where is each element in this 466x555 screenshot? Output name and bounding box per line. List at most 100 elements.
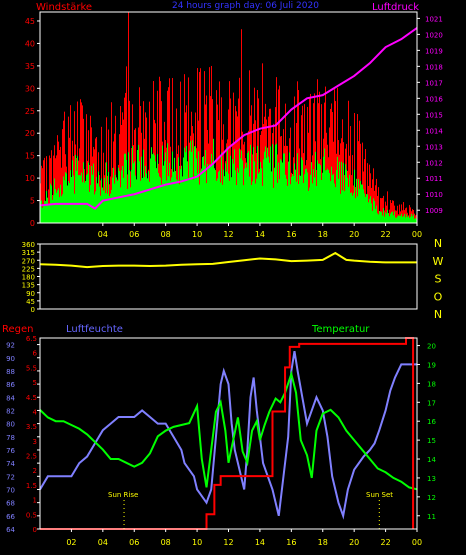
gust-bar bbox=[372, 179, 373, 223]
wind-avg-bar bbox=[93, 163, 94, 223]
wind-avg-bar bbox=[338, 178, 339, 223]
wind-avg-bar bbox=[254, 161, 255, 223]
wind-avg-bar bbox=[267, 147, 268, 223]
wind-avg-bar bbox=[148, 171, 149, 223]
time-tick-label: 22 bbox=[380, 538, 390, 547]
gust-bar bbox=[149, 101, 150, 223]
wind-avg-bar bbox=[366, 194, 367, 223]
wind-avg-bar bbox=[49, 204, 50, 223]
wind-avg-bar bbox=[173, 171, 174, 223]
wind-avg-bar bbox=[275, 144, 276, 223]
gust-bar bbox=[206, 95, 207, 223]
gust-bar bbox=[308, 132, 309, 223]
wind-avg-bar bbox=[402, 216, 403, 223]
gust-bar bbox=[273, 123, 274, 223]
wind-avg-bar bbox=[41, 200, 42, 223]
wind-avg-bar bbox=[359, 188, 360, 223]
gust-bar bbox=[348, 100, 349, 223]
wind-avg-bar bbox=[112, 177, 113, 223]
wind-avg-bar bbox=[138, 144, 139, 223]
wind-avg-bar bbox=[379, 211, 380, 223]
wind-avg-bar bbox=[241, 150, 242, 223]
gust-bar bbox=[382, 197, 383, 223]
gust-bar bbox=[357, 114, 358, 223]
wind-avg-bar bbox=[309, 187, 310, 223]
wind-avg-bar bbox=[209, 164, 210, 223]
wind-avg-bar bbox=[56, 192, 57, 223]
gust-bar bbox=[397, 205, 398, 223]
temperature-tick-label: 16 bbox=[427, 418, 436, 426]
wind-avg-bar bbox=[160, 177, 161, 223]
gust-bar bbox=[251, 105, 252, 223]
wind-tick-label: 15 bbox=[25, 152, 35, 161]
wind-avg-bar bbox=[284, 153, 285, 223]
wind-avg-bar bbox=[295, 169, 296, 223]
gust-bar bbox=[168, 87, 169, 223]
gust-bar bbox=[337, 87, 338, 224]
pressure-tick-label: 1016 bbox=[425, 95, 443, 103]
wind-avg-bar bbox=[100, 195, 101, 223]
wind-avg-bar bbox=[362, 184, 363, 223]
wind-avg-bar bbox=[383, 208, 384, 223]
humidity-tick-label: 86 bbox=[6, 381, 15, 389]
wind-avg-bar bbox=[215, 170, 216, 223]
direction-line bbox=[39, 251, 417, 269]
wind-tick-label: 40 bbox=[25, 39, 35, 48]
wind-avg-bar bbox=[245, 163, 246, 223]
wind-avg-bar bbox=[186, 145, 187, 223]
wind-avg-bar bbox=[252, 181, 253, 223]
wind-avg-bar bbox=[171, 177, 172, 223]
compass-letter: N bbox=[434, 237, 442, 250]
wind-avg-bar bbox=[133, 163, 134, 223]
wind-avg-bar bbox=[411, 213, 412, 223]
wind-avg-bar bbox=[61, 196, 62, 223]
gust-bar bbox=[204, 71, 205, 224]
gust-bar bbox=[377, 195, 378, 223]
wind-avg-bar bbox=[118, 167, 119, 223]
wind-avg-bar bbox=[188, 177, 189, 223]
wind-avg-bar bbox=[204, 165, 205, 223]
wind-avg-bar bbox=[178, 157, 179, 223]
wind-avg-bar bbox=[174, 157, 175, 223]
wind-avg-bar bbox=[336, 169, 337, 223]
wind-avg-bar bbox=[350, 193, 351, 223]
gust-bar bbox=[101, 126, 102, 223]
humidity-tick-label: 78 bbox=[6, 434, 15, 442]
wind-avg-bar bbox=[54, 178, 55, 223]
wind-avg-bar bbox=[212, 162, 213, 223]
gust-bar bbox=[211, 65, 212, 224]
wind-avg-bar bbox=[246, 167, 247, 223]
wind-avg-bar bbox=[144, 177, 145, 223]
wind-avg-bar bbox=[182, 176, 183, 223]
gust-bar bbox=[229, 81, 230, 223]
wind-avg-bar bbox=[310, 174, 311, 223]
wind-avg-bar bbox=[166, 180, 167, 223]
wind-avg-bar bbox=[263, 159, 264, 223]
wind-avg-bar bbox=[403, 216, 404, 223]
gust-bar bbox=[317, 79, 318, 223]
wind-avg-bar bbox=[413, 214, 414, 223]
wind-avg-bar bbox=[354, 169, 355, 223]
direction-tick-label: 360 bbox=[22, 241, 35, 249]
gust-bar bbox=[331, 103, 332, 223]
gust-bar bbox=[233, 92, 234, 224]
wind-avg-bar bbox=[368, 202, 369, 223]
wind-avg-bar bbox=[314, 177, 315, 223]
wind-avg-bar bbox=[199, 184, 200, 223]
wind-avg-bar bbox=[332, 175, 333, 223]
gust-bar bbox=[114, 133, 115, 223]
wind-avg-bar bbox=[337, 156, 338, 223]
wind-avg-bar bbox=[331, 166, 332, 223]
wind-avg-bar bbox=[407, 216, 408, 223]
wind-avg-bar bbox=[177, 180, 178, 223]
wind-avg-bar bbox=[292, 174, 293, 223]
pressure-tick-label: 1010 bbox=[425, 191, 443, 199]
gust-bar bbox=[209, 67, 210, 224]
gust-bar bbox=[160, 81, 161, 223]
wind-avg-bar bbox=[298, 183, 299, 223]
wind-avg-bar bbox=[343, 162, 344, 223]
wind-avg-bar bbox=[322, 172, 323, 223]
